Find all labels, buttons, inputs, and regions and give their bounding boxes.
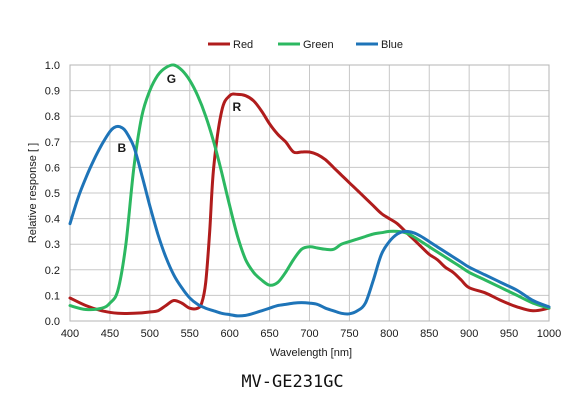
x-tick-label: 600: [220, 328, 238, 340]
chart-legend: Red Green Blue: [208, 39, 403, 51]
y-tick-label: 0.2: [45, 265, 60, 277]
legend-label-red: Red: [233, 39, 253, 51]
y-tick-label: 1.0: [45, 60, 60, 72]
annotation-label: G: [167, 72, 176, 86]
series-line-red: [68, 92, 551, 316]
spectral-response-chart: Red Green Blue 0.0 0.1 0.2 0.3 0.4 0.5 0.6 0.7 0.8…: [27, 39, 561, 359]
chart-annotations: B G R: [118, 72, 242, 155]
x-tick-label: 550: [181, 328, 199, 340]
x-axis-ticks: 400 450 500 550 600 650 700 750 800 850 900 950 1000: [61, 328, 561, 340]
chart-series: [68, 63, 551, 318]
plot-frame: [69, 64, 550, 322]
chart-grid: [69, 64, 550, 322]
x-axis-label: Wavelength [nm]: [270, 347, 352, 359]
y-tick-label: 0.5: [45, 188, 60, 200]
series-line-blue: [68, 124, 551, 318]
x-tick-label: 900: [460, 328, 478, 340]
annotation-label: B: [118, 141, 127, 155]
y-axis-label: Relative response [ ]: [27, 143, 39, 243]
legend-label-blue: Blue: [381, 39, 403, 51]
x-tick-label: 700: [300, 328, 318, 340]
y-tick-label: 0.1: [45, 290, 60, 302]
annotation-label: R: [233, 100, 242, 114]
y-tick-label: 0.7: [45, 137, 60, 149]
x-tick-label: 1000: [537, 328, 561, 340]
model-caption: MV-GE231GC: [241, 372, 344, 392]
x-tick-label: 850: [420, 328, 438, 340]
y-tick-label: 0.3: [45, 239, 60, 251]
x-tick-label: 500: [141, 328, 159, 340]
series-line-green: [68, 63, 551, 312]
y-tick-label: 0.0: [45, 316, 60, 328]
x-tick-label: 400: [61, 328, 79, 340]
y-tick-label: 0.6: [45, 162, 60, 174]
x-tick-label: 450: [101, 328, 119, 340]
x-tick-label: 650: [260, 328, 278, 340]
y-tick-label: 0.4: [45, 214, 60, 226]
x-tick-label: 800: [380, 328, 398, 340]
y-tick-label: 0.8: [45, 111, 60, 123]
x-tick-label: 950: [500, 328, 518, 340]
x-tick-label: 750: [340, 328, 358, 340]
y-tick-label: 0.9: [45, 86, 60, 98]
legend-label-green: Green: [303, 39, 334, 51]
y-axis-ticks: 0.0 0.1 0.2 0.3 0.4 0.5 0.6 0.7 0.8 0.9 1.0: [45, 60, 60, 328]
